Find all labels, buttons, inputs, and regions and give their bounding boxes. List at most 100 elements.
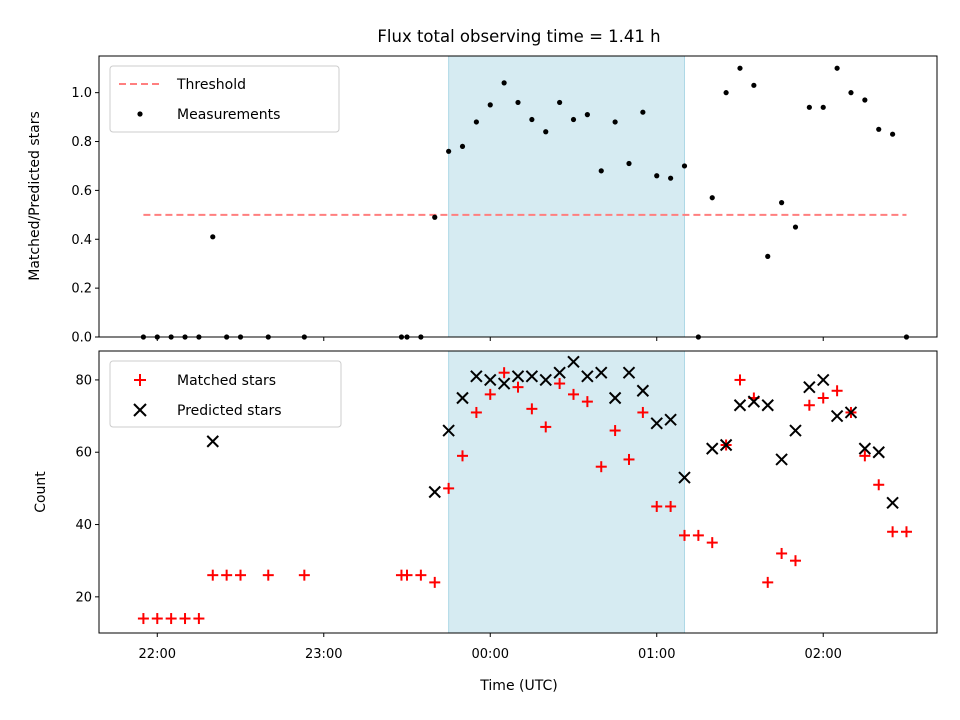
measurement-point (515, 99, 521, 106)
matched-point (457, 450, 469, 462)
x-tick-label: 02:00 (804, 647, 841, 662)
predicted-point (511, 370, 525, 383)
matched-point (706, 537, 718, 549)
matched-point (484, 388, 496, 400)
measurement-point (598, 168, 604, 174)
matched-point (651, 500, 663, 512)
matched-point (776, 547, 788, 559)
predicted-point (775, 453, 788, 466)
y-tick-label: 0.0 (71, 331, 92, 346)
top-axes-frame (98, 55, 938, 338)
matched-point (512, 381, 524, 393)
bottom-axes-frame (98, 350, 938, 634)
measurement-point (473, 119, 479, 125)
predicted-point (872, 446, 885, 459)
legend-measurements-label: Measurements (177, 107, 280, 123)
matched-point (165, 613, 177, 625)
chart-title: Flux total observing time = 1.41 h (377, 27, 660, 46)
measurement-point (806, 104, 812, 110)
predicted-point (803, 380, 816, 394)
predicted-point (844, 406, 858, 419)
matched-point (554, 378, 566, 390)
bottom-y-axis-label: Count (33, 471, 49, 513)
matched-point (207, 569, 219, 581)
top-observing-window (448, 55, 685, 338)
predicted-point (525, 370, 539, 383)
matched-point (873, 479, 885, 491)
measurement-point (737, 65, 743, 71)
legend-predicted-swatch (133, 403, 147, 417)
matched-point (235, 569, 247, 581)
predicted-point (456, 391, 469, 405)
matched-point (734, 374, 746, 386)
measurement-point (792, 224, 799, 230)
y-tick-label: 0.2 (71, 282, 92, 297)
predicted-point (206, 435, 219, 448)
matched-point (831, 385, 843, 397)
predicted-point (886, 496, 899, 510)
measurement-point (446, 148, 452, 154)
predicted-point (706, 442, 719, 455)
legend-matched-swatch (134, 374, 146, 386)
predicted-point (830, 409, 844, 423)
matched-point (193, 613, 205, 625)
measurement-point (779, 200, 785, 206)
matched-point (526, 403, 538, 415)
measurement-point (820, 104, 826, 110)
legend-measurements-swatch (137, 111, 143, 117)
matched-point (692, 529, 704, 541)
predicted-point (553, 366, 566, 379)
matched-point (595, 461, 607, 473)
measurement-point (765, 253, 771, 259)
matched-point (859, 450, 871, 462)
x-tick-label: 01:00 (638, 647, 675, 662)
matched-point (762, 576, 774, 588)
measurement-point (876, 126, 882, 132)
x-tick-label: 22:00 (139, 647, 176, 662)
y-tick-label: 20 (75, 590, 92, 605)
legend-threshold-label: Threshold (176, 77, 246, 93)
y-tick-label: 40 (75, 518, 92, 533)
measurement-point (862, 97, 868, 103)
measurement-point (681, 163, 688, 169)
measurement-point (501, 80, 507, 86)
measurement-point (584, 112, 590, 118)
measurement-point (210, 234, 216, 240)
measurement-point (626, 160, 632, 167)
measurement-point (654, 173, 660, 179)
legend-matched-label: Matched stars (177, 373, 276, 389)
matched-point (665, 500, 677, 512)
measurement-point (557, 99, 563, 106)
legend-predicted-label: Predicted stars (177, 403, 282, 419)
measurement-point (723, 90, 729, 96)
measurement-point (640, 109, 646, 115)
matched-point (401, 569, 413, 581)
measurement-point (543, 129, 549, 135)
predicted-point (733, 399, 747, 412)
measurement-point (570, 116, 577, 123)
top-panel: 0.0 0.2 0.4 0.6 0.8 1.0 Matched/Predicted sta… (27, 55, 938, 346)
measurement-point (848, 90, 854, 96)
measurement-point (890, 131, 896, 137)
predicted-point (678, 471, 691, 484)
predicted-point (539, 373, 552, 387)
matched-point (498, 367, 510, 379)
x-tick-label: 00:00 (472, 647, 509, 662)
predicted-point (581, 370, 594, 383)
matched-point (443, 482, 455, 494)
matched-point (900, 526, 912, 538)
predicted-point (761, 399, 774, 412)
measurement-point (834, 65, 840, 71)
predicted-point (719, 438, 733, 452)
matched-point (637, 406, 649, 418)
matched-point (470, 406, 482, 418)
top-y-axis-label: Matched/Predicted stars (27, 111, 43, 281)
predicted-point (484, 373, 497, 387)
measurement-point (487, 102, 493, 108)
predicted-point (428, 485, 441, 499)
y-tick-label: 0.6 (71, 184, 92, 199)
measurement-point (751, 82, 757, 88)
y-tick-label: 0.4 (71, 233, 92, 248)
matched-point (179, 613, 191, 625)
